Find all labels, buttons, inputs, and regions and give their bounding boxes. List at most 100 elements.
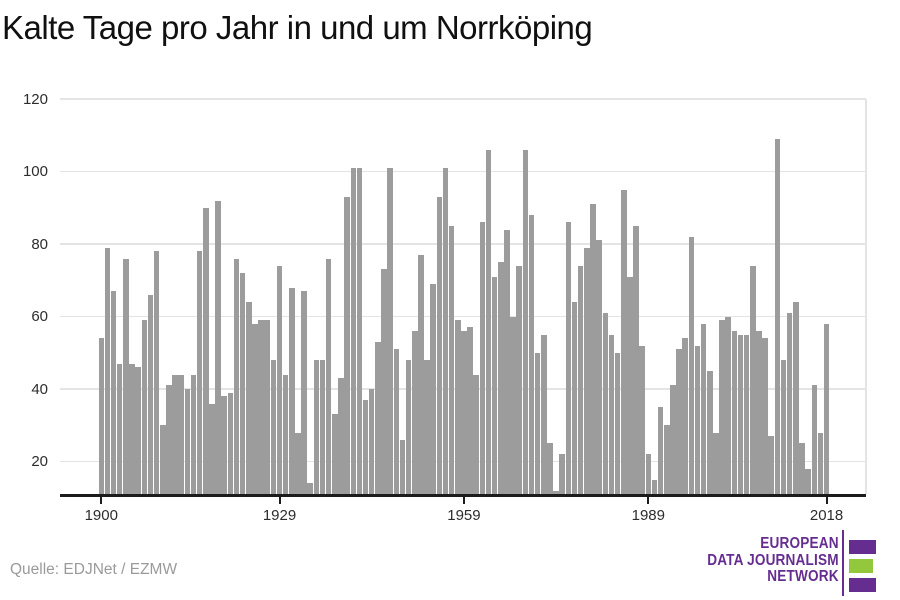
bar-2013[interactable] [793, 302, 799, 494]
bar-1911[interactable] [166, 385, 172, 494]
bar-1939[interactable] [338, 378, 344, 494]
bar-1921[interactable] [227, 392, 234, 494]
bar-1957[interactable] [448, 225, 455, 494]
bar-1981[interactable] [596, 240, 602, 494]
bar-2016[interactable] [811, 385, 818, 494]
bar-1990[interactable] [651, 479, 658, 494]
bar-2018[interactable] [823, 323, 830, 494]
bar-1922[interactable] [233, 258, 240, 494]
bar-1932[interactable] [295, 432, 301, 494]
bar-1913[interactable] [178, 374, 184, 494]
bar-2001[interactable] [719, 320, 725, 494]
bar-1955[interactable] [436, 196, 443, 494]
bar-1987[interactable] [633, 225, 639, 494]
bar-2003[interactable] [731, 331, 738, 494]
bar-1958[interactable] [455, 320, 461, 494]
bar-2011[interactable] [780, 360, 787, 494]
bar-1949[interactable] [399, 439, 406, 494]
bar-1961[interactable] [473, 374, 479, 494]
bar-1980[interactable] [590, 204, 596, 494]
bar-1956[interactable] [442, 167, 449, 494]
bar-1936[interactable] [319, 360, 326, 494]
bar-2015[interactable] [805, 468, 811, 494]
bar-1923[interactable] [239, 273, 246, 494]
bar-1941[interactable] [350, 167, 357, 494]
bar-1999[interactable] [707, 370, 713, 494]
bar-1933[interactable] [301, 291, 307, 494]
bar-1916[interactable] [196, 251, 203, 494]
bar-1948[interactable] [393, 349, 400, 494]
bar-2014[interactable] [799, 443, 805, 494]
bar-1960[interactable] [467, 327, 473, 494]
bar-1952[interactable] [418, 254, 424, 494]
bar-1991[interactable] [657, 407, 664, 494]
bar-1942[interactable] [356, 167, 363, 494]
bar-1902[interactable] [110, 291, 117, 494]
bar-1930[interactable] [282, 374, 289, 494]
bar-1967[interactable] [510, 316, 516, 494]
bar-1934[interactable] [307, 483, 314, 494]
bar-1907[interactable] [141, 320, 148, 494]
bar-1978[interactable] [577, 265, 584, 494]
bar-1951[interactable] [411, 331, 418, 494]
bar-1937[interactable] [325, 258, 332, 494]
bar-1963[interactable] [485, 149, 492, 494]
bar-1935[interactable] [313, 360, 320, 494]
bar-1906[interactable] [135, 367, 141, 494]
bar-1966[interactable] [504, 229, 510, 494]
bar-1970[interactable] [528, 215, 535, 494]
bar-1995[interactable] [682, 338, 688, 494]
bar-1950[interactable] [405, 360, 412, 494]
bar-1924[interactable] [246, 302, 252, 494]
bar-2009[interactable] [768, 436, 775, 494]
bar-1938[interactable] [332, 414, 338, 494]
bar-1997[interactable] [694, 345, 701, 494]
bar-1993[interactable] [670, 385, 676, 494]
bar-1983[interactable] [608, 334, 615, 494]
bar-1947[interactable] [387, 167, 393, 494]
bar-1945[interactable] [375, 341, 381, 494]
bar-1940[interactable] [344, 196, 350, 494]
bar-2005[interactable] [743, 334, 750, 494]
bar-2007[interactable] [756, 331, 762, 494]
bar-1972[interactable] [541, 334, 547, 494]
bar-1910[interactable] [159, 425, 166, 494]
bar-1965[interactable] [498, 262, 504, 494]
bar-1918[interactable] [209, 403, 215, 494]
bar-1919[interactable] [215, 200, 221, 494]
bar-1986[interactable] [627, 276, 633, 494]
bar-1975[interactable] [559, 454, 566, 494]
bar-1976[interactable] [565, 222, 572, 494]
bar-1977[interactable] [571, 302, 578, 494]
bar-1946[interactable] [381, 269, 387, 494]
bar-1989[interactable] [645, 454, 652, 494]
bar-1988[interactable] [639, 345, 645, 494]
bar-1912[interactable] [172, 374, 178, 494]
bar-1929[interactable] [276, 265, 283, 494]
bar-2010[interactable] [774, 138, 781, 494]
bar-1962[interactable] [479, 222, 486, 494]
bar-1964[interactable] [491, 276, 498, 494]
bar-1973[interactable] [547, 443, 553, 494]
bar-1905[interactable] [129, 363, 135, 494]
bar-1943[interactable] [362, 399, 369, 494]
bar-1926[interactable] [258, 320, 264, 494]
bar-1915[interactable] [190, 374, 197, 494]
bar-1984[interactable] [614, 352, 621, 494]
bar-1928[interactable] [270, 360, 277, 494]
bar-1969[interactable] [522, 149, 529, 494]
bar-1931[interactable] [289, 287, 295, 494]
bar-2002[interactable] [725, 316, 731, 494]
bar-2008[interactable] [762, 338, 768, 494]
bar-1920[interactable] [221, 396, 227, 494]
bar-1901[interactable] [104, 247, 111, 494]
bar-1904[interactable] [123, 258, 129, 494]
bar-1998[interactable] [700, 323, 707, 494]
bar-1996[interactable] [688, 236, 695, 494]
bar-1992[interactable] [663, 425, 670, 494]
bar-1953[interactable] [424, 360, 430, 494]
bar-2006[interactable] [750, 265, 756, 494]
bar-1908[interactable] [147, 294, 154, 494]
bar-1903[interactable] [116, 363, 123, 494]
bar-1968[interactable] [516, 265, 523, 494]
